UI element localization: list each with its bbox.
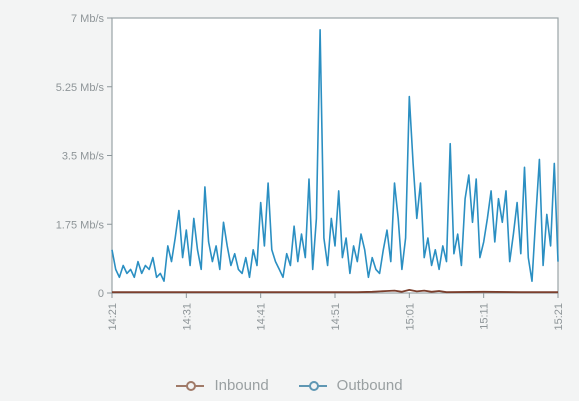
x-tick-label: 15:21 <box>553 303 565 331</box>
legend-swatch-outbound-icon <box>298 378 327 392</box>
legend-item-inbound[interactable]: Inbound <box>176 376 269 394</box>
legend-label-inbound: Inbound <box>214 376 269 394</box>
y-tick-label: 0 <box>98 288 104 300</box>
series-line-inbound <box>112 288 558 294</box>
x-tick-label: 14:31 <box>181 303 193 331</box>
legend-swatch-inbound-icon <box>176 378 205 392</box>
chart-legend: Inbound Outbound <box>0 374 579 396</box>
y-tick-label: 7 Mb/s <box>71 13 105 25</box>
series-line-outbound <box>111 28 559 283</box>
plot-area <box>111 17 559 294</box>
legend-item-outbound[interactable]: Outbound <box>298 376 403 394</box>
y-tick-label: 3.5 Mb/s <box>62 151 105 163</box>
legend-label-outbound: Outbound <box>336 376 403 394</box>
x-tick-label: 14:41 <box>256 303 268 331</box>
x-tick-label: 14:51 <box>330 303 342 331</box>
y-tick-label: 5.25 Mb/s <box>56 82 105 94</box>
x-tick-label: 15:01 <box>404 303 416 331</box>
y-tick-label: 1.75 Mb/s <box>56 219 105 231</box>
x-tick-label: 15:11 <box>479 303 491 330</box>
x-tick-label: 14:21 <box>107 303 119 331</box>
